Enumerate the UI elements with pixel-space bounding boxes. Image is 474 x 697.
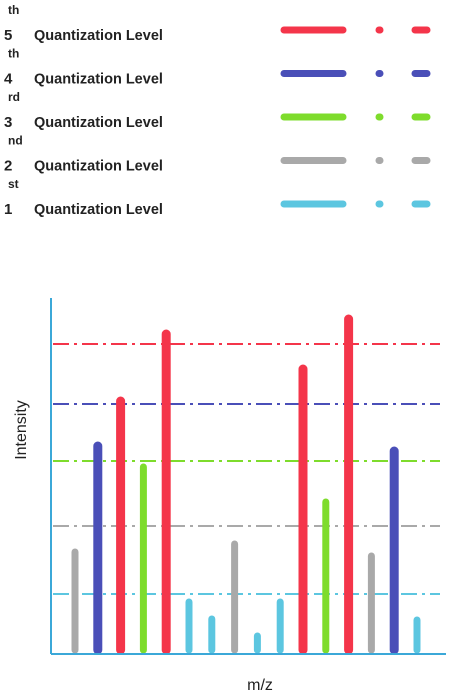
legend-label: Quantization Level (34, 115, 163, 131)
legend-ordinal-suffix: st (8, 177, 19, 191)
legend-label: Quantization Level (34, 159, 163, 175)
plot-area (50, 298, 446, 655)
legend-ordinal-number: 2 (4, 158, 12, 175)
y-axis-title: Intensity (13, 400, 30, 460)
x-axis-title: m/z (247, 677, 273, 694)
legend-ordinal-number: 1 (4, 201, 12, 218)
legend-item-1: st 1 Quantization Level (4, 177, 431, 218)
legend-item-3: rd 3 Quantization Level (4, 90, 431, 131)
legend-ordinal-suffix: th (8, 47, 19, 61)
legend-item-4: th 4 Quantization Level (4, 47, 431, 88)
legend: th 5 Quantization Level th 4 Quantization Lev… (4, 3, 431, 218)
legend-label: Quantization Level (34, 72, 163, 88)
bar-series (71, 314, 421, 655)
legend-label: Quantization Level (34, 28, 163, 44)
legend-label: Quantization Level (34, 202, 163, 218)
quantization-level-lines (53, 343, 440, 595)
legend-ordinal-suffix: rd (8, 90, 20, 104)
legend-ordinal-number: 5 (4, 27, 12, 44)
legend-ordinal-suffix: nd (8, 134, 23, 148)
legend-ordinal-number: 4 (4, 71, 13, 88)
legend-item-2: nd 2 Quantization Level (4, 134, 431, 175)
legend-ordinal-number: 3 (4, 114, 12, 131)
legend-ordinal-suffix: th (8, 3, 19, 17)
legend-item-5: th 5 Quantization Level (4, 3, 431, 44)
